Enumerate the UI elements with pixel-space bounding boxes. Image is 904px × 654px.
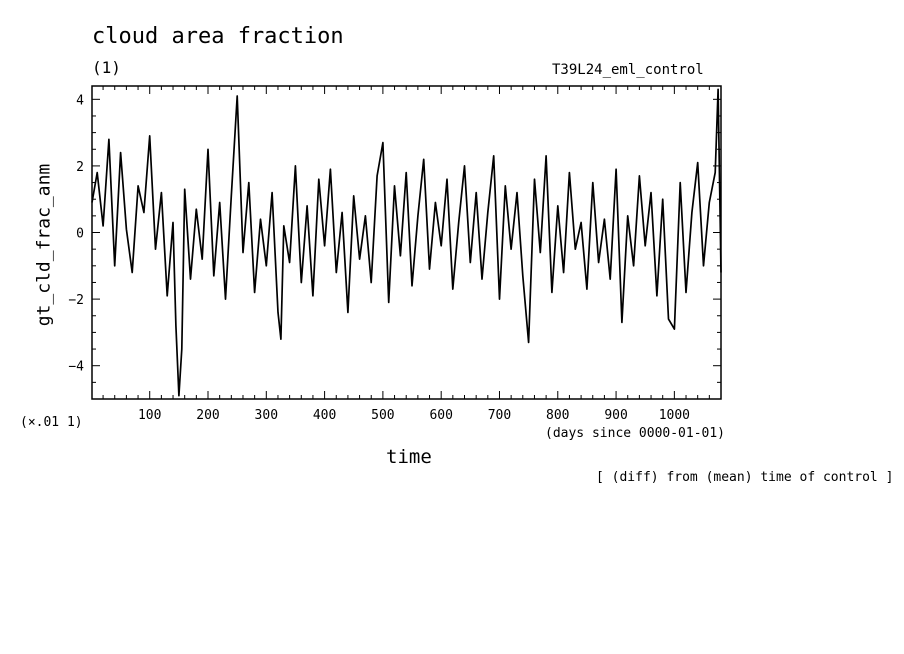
x-tick-label: 500: [371, 408, 394, 423]
x-tick-label: 1000: [659, 408, 690, 423]
x-tick-label: 300: [255, 408, 278, 423]
y-tick-label: −2: [68, 293, 84, 308]
run-label: T39L24_eml_control: [552, 62, 704, 78]
y-tick-label: 2: [76, 160, 84, 175]
x-tick-label: 900: [604, 408, 627, 423]
y-tick-label: 4: [76, 93, 84, 108]
y-tick-label: −4: [68, 360, 84, 375]
x-axis-label: time: [386, 446, 432, 468]
chart-units: (1): [92, 58, 121, 77]
x-tick-label: 700: [488, 408, 511, 423]
x-tick-label: 400: [313, 408, 336, 423]
chart-title: cloud area fraction: [92, 24, 344, 49]
plot-frame: [91, 85, 722, 400]
x-tick-label: 800: [546, 408, 569, 423]
scale-note: (×.01 1): [20, 415, 83, 430]
x-tick-label: 100: [138, 408, 161, 423]
x-tick-label: 200: [196, 408, 219, 423]
series-line: [91, 88, 722, 397]
footnote: [ (diff) from (mean) time of control ]: [596, 470, 894, 485]
y-tick-label: 0: [76, 227, 84, 242]
x-tick-label: 600: [429, 408, 452, 423]
x-axis-units: (days since 0000-01-01): [545, 426, 726, 441]
tick-labels: 100 200 300 400 500 600 700 800 900 1000 −4 −2 0 2 4: [68, 93, 690, 423]
